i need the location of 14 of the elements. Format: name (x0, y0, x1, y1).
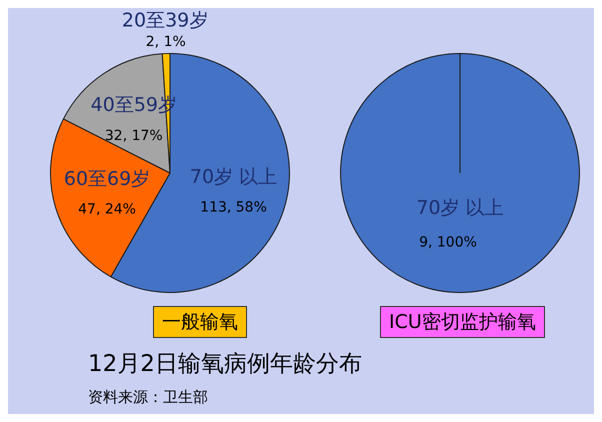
text: 资料来源：卫生部 (88, 388, 208, 407)
slice-label: 70岁 以上 (416, 196, 504, 219)
data-label: 113, 58% (200, 199, 267, 216)
slice-label: 70岁 以上 (190, 166, 278, 188)
data-label: 32, 17% (104, 128, 163, 144)
slice-label: 60至69岁 (64, 168, 150, 190)
slice-label: 40至59岁 (90, 94, 177, 116)
slice-label: 20至39岁 (122, 10, 208, 32)
text: 12月2日输氧病例年龄分布 (88, 350, 362, 379)
data-label: 9, 100% (419, 234, 477, 250)
text: ICU密切监护输氧 (380, 306, 545, 338)
data-label: 47, 24% (78, 202, 136, 218)
text: 一般输氧 (153, 306, 247, 338)
data-label: 2, 1% (146, 34, 186, 50)
